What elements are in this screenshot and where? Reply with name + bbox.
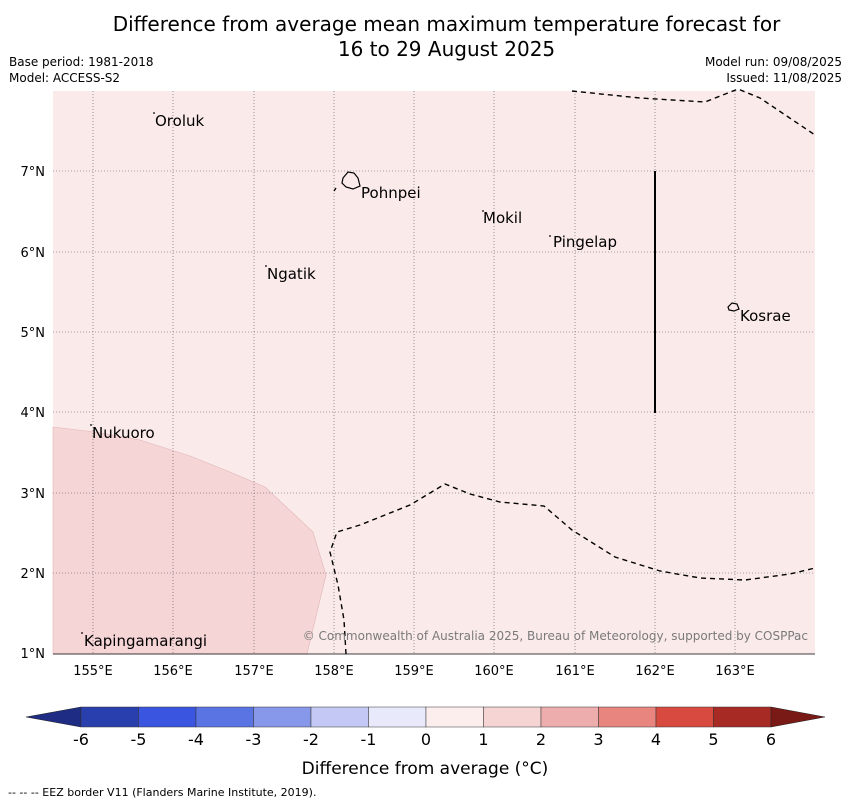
colorbar-high-extend	[770, 706, 826, 728]
eez-footnote: -- -- -- EEZ border V11 (Flanders Marine…	[8, 786, 317, 799]
colorbar-segment	[540, 706, 599, 728]
lon-label: 158°E	[314, 664, 354, 679]
place-kosrae: Kosrae	[740, 307, 791, 325]
copyright-notice: © Commonwealth of Australia 2025, Bureau…	[303, 629, 808, 643]
colorbar-tick-label: 2	[536, 730, 546, 749]
colorbar-segment	[368, 706, 427, 728]
colorbar-tick-label: -4	[188, 730, 204, 749]
place-pohnpei: Pohnpei	[361, 184, 421, 202]
lon-label: 160°E	[474, 664, 514, 679]
graticule	[53, 91, 815, 654]
lon-label: 159°E	[394, 664, 434, 679]
colorbar-segment	[195, 706, 254, 728]
colorbar-segment	[253, 706, 312, 728]
colorbar-tick-label: -6	[73, 730, 89, 749]
colorbar-tick-label: 3	[593, 730, 603, 749]
colorbar-segment	[655, 706, 714, 728]
lat-label: 5°N	[21, 326, 46, 341]
colorbar-segment	[713, 706, 772, 728]
colorbar-segment	[138, 706, 197, 728]
colorbar-segment	[483, 706, 542, 728]
lat-label: 2°N	[21, 567, 46, 582]
lon-label: 155°E	[73, 664, 113, 679]
lon-label: 156°E	[153, 664, 193, 679]
lat-label: 1°N	[21, 647, 46, 662]
colorbar-segment	[425, 706, 484, 728]
lat-label: 3°N	[21, 487, 46, 502]
place-kapingamarangi: Kapingamarangi	[84, 632, 207, 650]
colorbar-segment	[598, 706, 657, 728]
colorbar-tick-label: 1	[478, 730, 488, 749]
colorbar-tick-label: -5	[131, 730, 147, 749]
lat-label: 7°N	[21, 165, 46, 180]
lon-label: 163°E	[715, 664, 755, 679]
run-info: Model run: 09/08/2025 Issued: 11/08/2025	[705, 54, 842, 86]
colorbar-tick-label: -3	[246, 730, 262, 749]
model-run: Model run: 09/08/2025	[704, 55, 842, 69]
colorbar-tick-label: -2	[303, 730, 319, 749]
colorbar-segment	[310, 706, 369, 728]
eez-border	[329, 88, 816, 655]
colorbar-low-extend	[25, 706, 82, 728]
colorbar-tick-label: 0	[421, 730, 431, 749]
base-period: Base period: 1981-2018	[9, 55, 154, 69]
colorbar	[25, 706, 826, 728]
island-kosrae-icon	[727, 302, 740, 312]
place-pingelap: Pingelap	[553, 233, 617, 251]
island-pohnpei-icon	[341, 171, 361, 190]
place-oroluk: Oroluk	[155, 112, 204, 130]
place-mokil: Mokil	[483, 209, 522, 227]
lat-label: 6°N	[21, 246, 46, 261]
latitude-labels: 7°N 6°N 5°N 4°N 3°N 2°N 1°N	[21, 165, 46, 662]
colorbar-tick-label: 6	[766, 730, 776, 749]
issued-date: Issued: 11/08/2025	[726, 71, 842, 85]
title-line-1: Difference from average mean maximum tem…	[112, 12, 781, 36]
colorbar-label: Difference from average (°C)	[302, 759, 549, 779]
place-ngatik: Ngatik	[267, 265, 316, 283]
colorbar-tick-label: 5	[708, 730, 718, 749]
lon-label: 161°E	[555, 664, 595, 679]
colorbar-segment	[80, 706, 139, 728]
chart-title: Difference from average mean maximum tem…	[0, 12, 850, 62]
colorbar-tick-label: -1	[361, 730, 377, 749]
island-markers	[81, 112, 551, 634]
place-nukuoro: Nukuoro	[92, 424, 155, 442]
longitude-labels: 155°E 156°E 157°E 158°E 159°E 160°E 161°…	[73, 664, 755, 679]
model-name: Model: ACCESS-S2	[9, 71, 121, 85]
title-line-2: 16 to 29 August 2025	[337, 37, 556, 61]
colorbar-tick-label: 4	[651, 730, 661, 749]
lon-label: 157°E	[234, 664, 274, 679]
lat-label: 4°N	[21, 406, 46, 421]
colorbar-ticks: -6 -5 -4 -3 -2 -1 0 1 2 3 4 5 6	[73, 730, 776, 749]
lon-label: 162°E	[635, 664, 675, 679]
model-info: Base period: 1981-2018 Model: ACCESS-S2	[9, 54, 154, 86]
